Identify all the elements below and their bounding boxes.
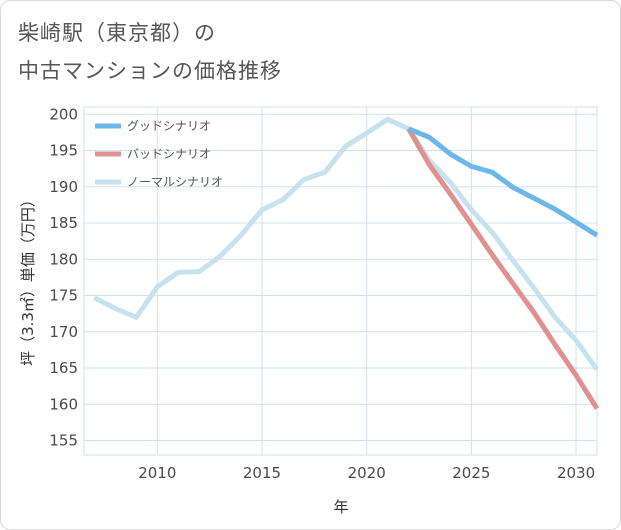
x-tick-label: 2030 [557, 464, 595, 482]
x-tick-label: 2025 [452, 464, 490, 482]
series-line [93, 116, 600, 371]
y-tick-label: 185 [49, 214, 78, 232]
legend-label: グッドシナリオ [127, 119, 211, 133]
x-tick-label: 2010 [138, 464, 176, 482]
legend-label: バッドシナリオ [127, 147, 211, 161]
series-line [406, 127, 600, 410]
y-tick-label: 155 [49, 432, 78, 450]
y-tick-label: 170 [49, 323, 78, 341]
plot-area [83, 106, 598, 456]
y-tick-label: 165 [49, 359, 78, 377]
x-tick-label: 2015 [243, 464, 281, 482]
x-axis-title: 年 [333, 498, 348, 516]
chart-title-line-1: 柴崎駅（東京都）の [18, 21, 216, 45]
y-axis-ticks: 155 160 165 170 175 180 185 190 195 200 [49, 105, 78, 449]
series-lines [93, 116, 600, 410]
x-tick-label: 2020 [348, 464, 386, 482]
y-tick-label: 160 [49, 395, 78, 413]
y-tick-label: 200 [49, 105, 78, 123]
x-axis-ticks: 2010 2015 2020 2025 2030 [138, 464, 595, 482]
chart-title: 柴崎駅（東京都）の 中古マンションの価格推移 [18, 14, 578, 90]
y-tick-label: 190 [49, 178, 78, 196]
y-tick-label: 180 [49, 250, 78, 268]
legend-label: ノーマルシナリオ [127, 175, 223, 189]
y-axis-title: 坪（3.3㎡）単価（万円） [19, 192, 37, 366]
y-tick-label: 195 [49, 142, 78, 160]
chart-title-line-2: 中古マンションの価格推移 [18, 59, 282, 83]
y-tick-label: 175 [49, 287, 78, 305]
series-line [407, 126, 599, 238]
